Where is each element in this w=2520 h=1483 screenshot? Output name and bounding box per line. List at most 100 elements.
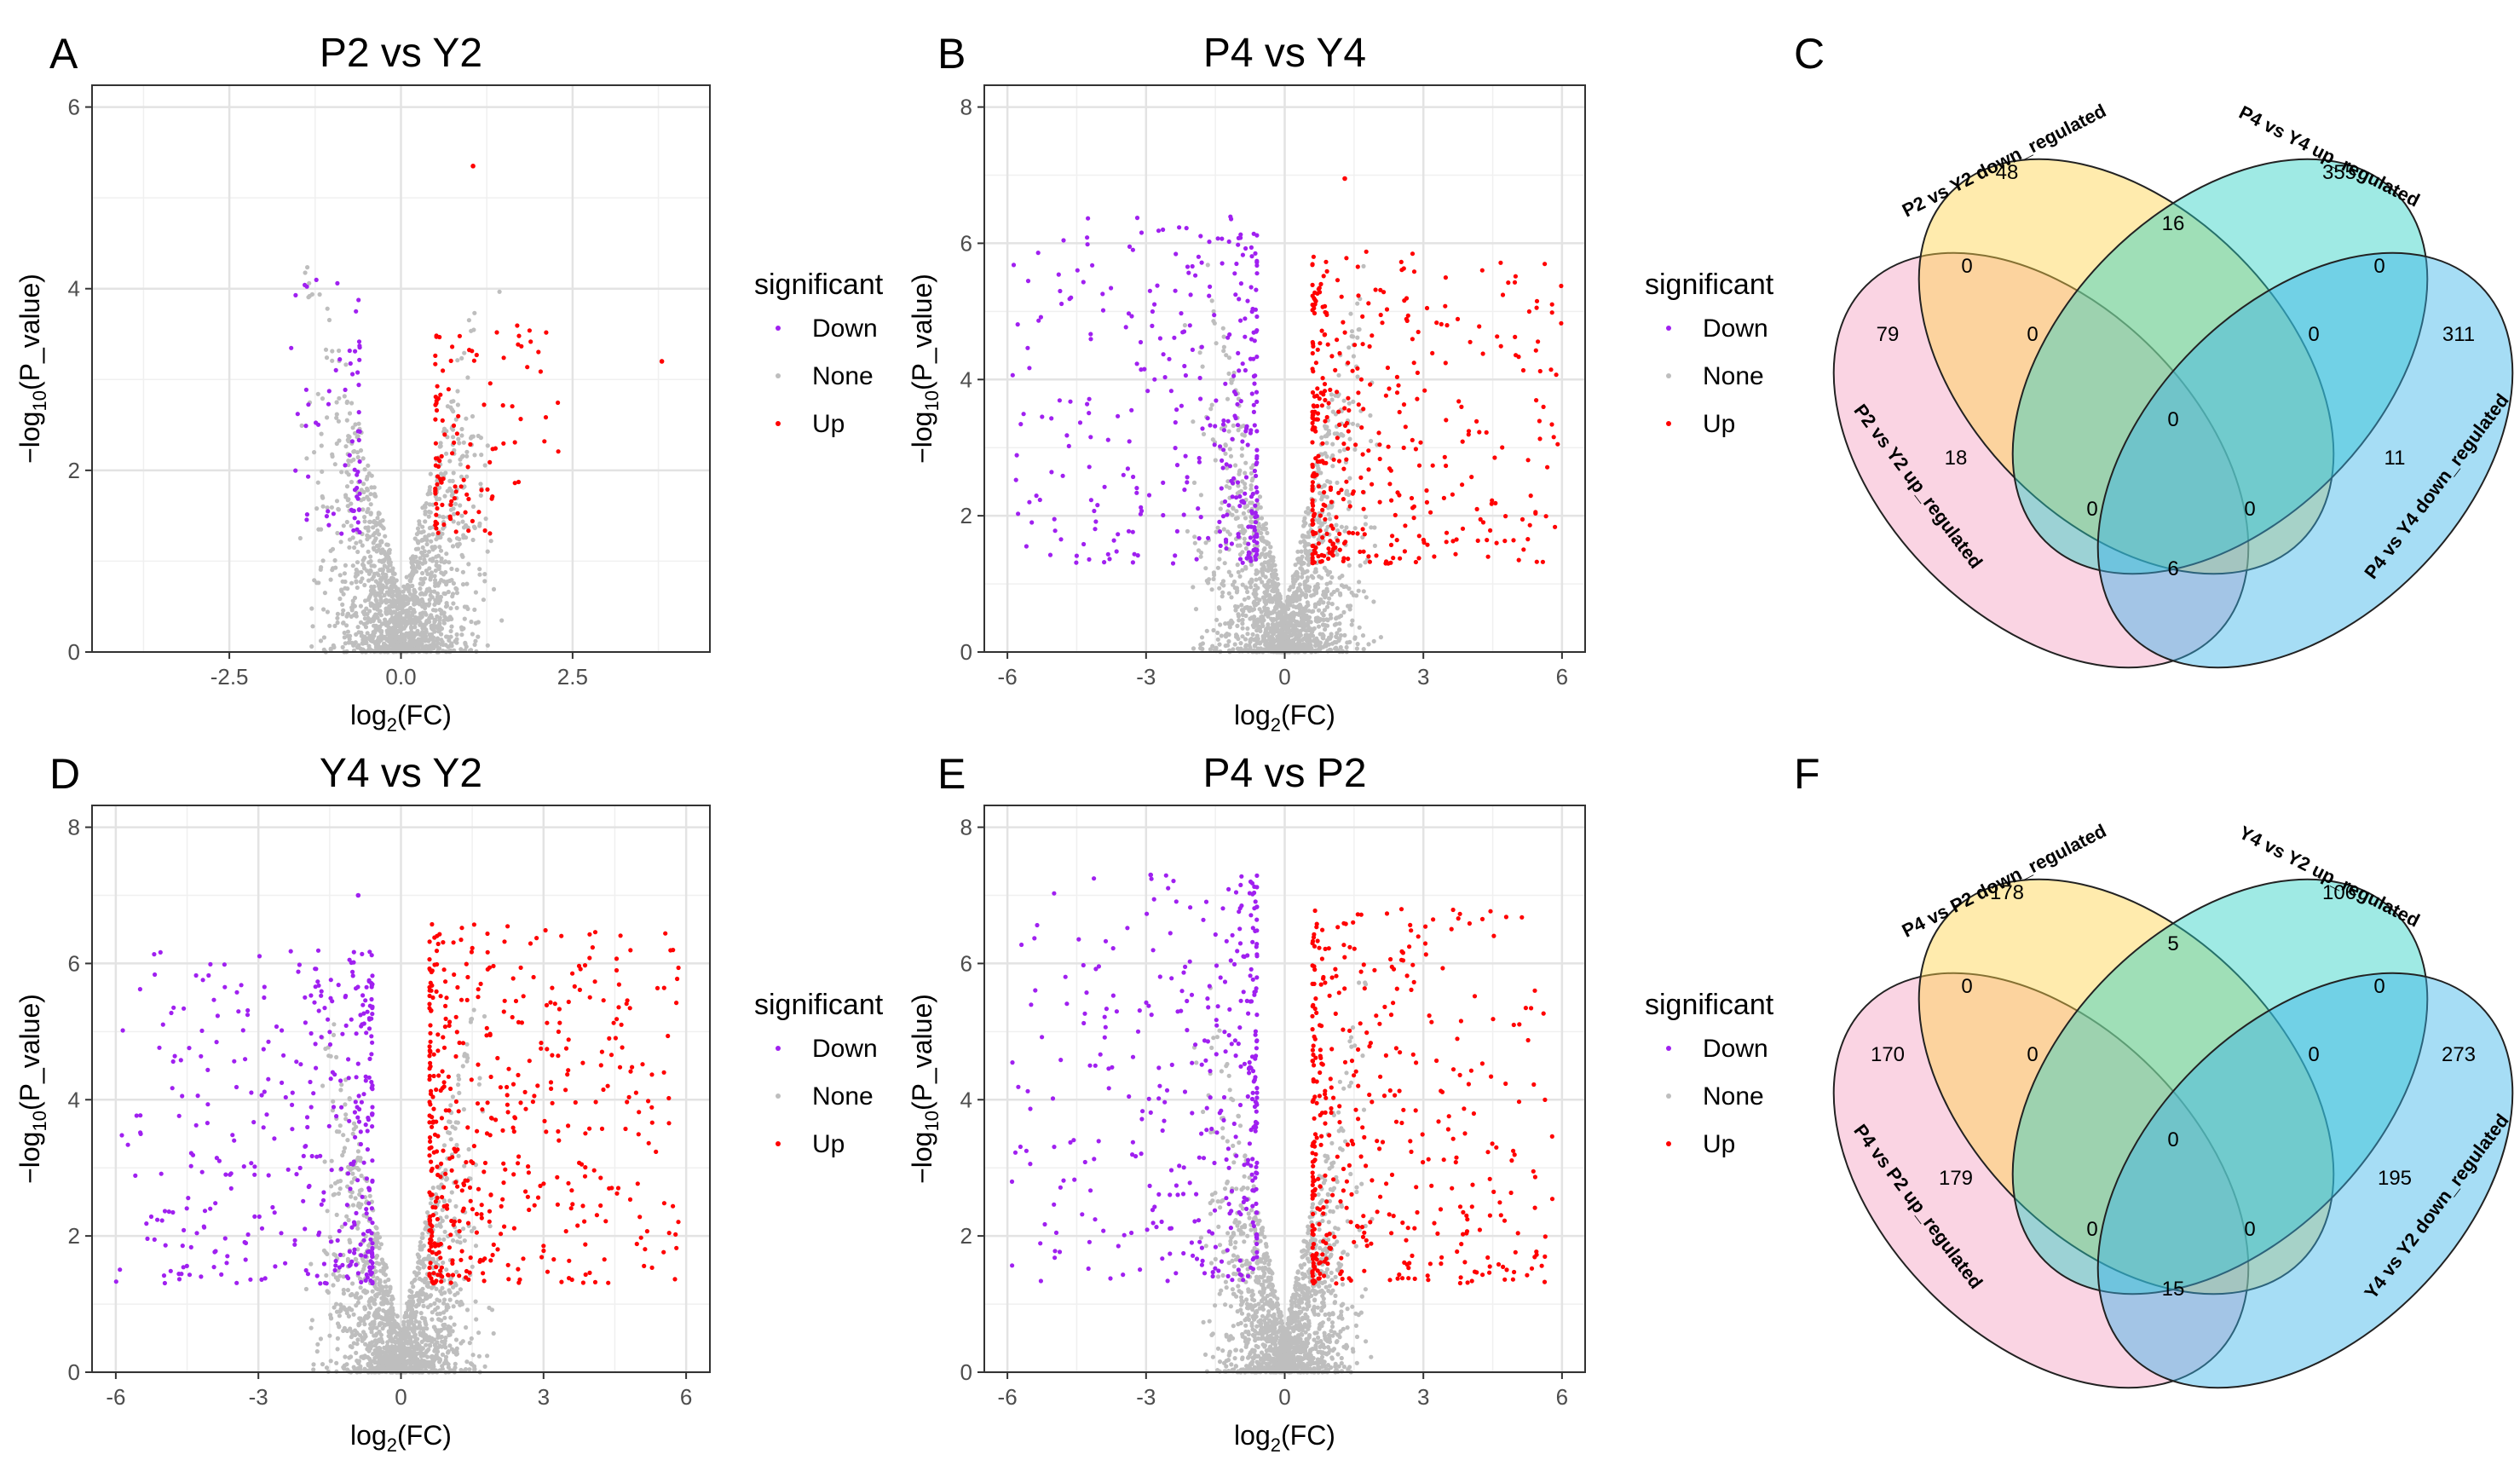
point-none	[373, 1343, 378, 1347]
point-none	[447, 560, 451, 564]
point-none	[1266, 615, 1270, 619]
point-none	[1369, 525, 1373, 529]
point-none	[464, 450, 469, 454]
point-none	[410, 610, 414, 615]
y-axis-title: −log10(P_value)	[907, 274, 943, 464]
point-none	[1221, 326, 1225, 331]
point-up	[456, 511, 460, 516]
point-none	[343, 1102, 347, 1106]
point-none	[460, 520, 464, 524]
point-none	[460, 455, 464, 459]
point-none	[401, 647, 405, 651]
point-down	[1022, 412, 1026, 416]
y-tick-label: 8	[960, 95, 972, 120]
point-none	[340, 603, 344, 607]
point-down	[356, 297, 360, 302]
point-up	[1355, 531, 1359, 535]
point-up	[1514, 353, 1518, 357]
legend-key-none	[1666, 373, 1671, 378]
point-none	[1260, 551, 1265, 556]
point-up	[1395, 538, 1399, 542]
point-none	[486, 443, 490, 447]
point-none	[455, 358, 459, 362]
point-none	[316, 481, 320, 485]
point-down	[1221, 422, 1225, 426]
point-none	[1304, 593, 1308, 597]
point-down	[1208, 423, 1212, 427]
point-up	[1346, 557, 1350, 561]
point-none	[1262, 596, 1266, 600]
point-none	[1270, 589, 1274, 593]
point-up	[1311, 351, 1315, 355]
point-up	[544, 331, 548, 335]
point-none	[359, 604, 363, 609]
point-none	[445, 617, 449, 621]
point-none	[415, 559, 419, 563]
point-none	[423, 549, 427, 553]
point-up	[1346, 530, 1351, 534]
point-none	[464, 582, 469, 586]
point-none	[331, 1099, 335, 1104]
point-none	[1226, 372, 1231, 376]
point-down	[1207, 239, 1211, 244]
point-up	[441, 476, 446, 481]
point-up	[1402, 266, 1406, 270]
point-none	[1339, 633, 1343, 638]
point-none	[1337, 615, 1341, 619]
point-none	[1347, 437, 1352, 441]
point-none	[1347, 640, 1352, 644]
point-none	[1325, 589, 1329, 593]
point-none	[356, 625, 360, 629]
point-none	[1265, 540, 1269, 544]
point-up	[1368, 383, 1372, 387]
point-none	[1233, 604, 1237, 609]
point-none	[482, 572, 487, 576]
point-down	[355, 473, 359, 477]
point-down	[1243, 492, 1247, 496]
point-none	[420, 1316, 424, 1320]
point-none	[316, 580, 320, 585]
point-up	[1312, 395, 1317, 399]
point-none	[1368, 413, 1372, 418]
point-up	[433, 362, 437, 366]
point-none	[1302, 516, 1306, 521]
point-none	[323, 1047, 327, 1051]
point-up	[435, 384, 439, 389]
point-down	[1184, 373, 1188, 378]
point-down	[1185, 475, 1190, 479]
point-down	[1024, 544, 1029, 548]
point-none	[372, 574, 376, 579]
point-down	[1011, 373, 1015, 378]
point-none	[369, 601, 373, 605]
point-up	[1445, 531, 1449, 535]
point-down	[1241, 561, 1245, 565]
point-none	[1334, 523, 1338, 528]
point-none	[331, 1283, 335, 1287]
point-none	[355, 1342, 359, 1346]
point-up	[1534, 398, 1538, 402]
point-none	[465, 375, 470, 379]
point-down	[1196, 506, 1200, 511]
point-none	[356, 1220, 360, 1225]
point-none	[389, 638, 394, 642]
point-none	[1283, 643, 1288, 648]
point-none	[333, 1181, 337, 1186]
point-none	[1225, 529, 1230, 534]
point-down	[1235, 402, 1239, 407]
point-none	[329, 1184, 333, 1188]
point-down	[1254, 271, 1259, 275]
point-up	[1342, 541, 1346, 545]
point-down	[1122, 473, 1126, 477]
point-none	[1254, 583, 1258, 587]
point-none	[372, 540, 376, 545]
point-none	[391, 646, 395, 650]
point-none	[1199, 555, 1203, 559]
point-down	[1237, 297, 1241, 301]
point-up	[1341, 320, 1345, 325]
point-none	[327, 1334, 332, 1338]
point-none	[1318, 617, 1323, 621]
point-up	[1410, 505, 1415, 510]
point-up	[441, 522, 446, 527]
point-none	[451, 435, 455, 439]
point-down	[1254, 288, 1258, 292]
